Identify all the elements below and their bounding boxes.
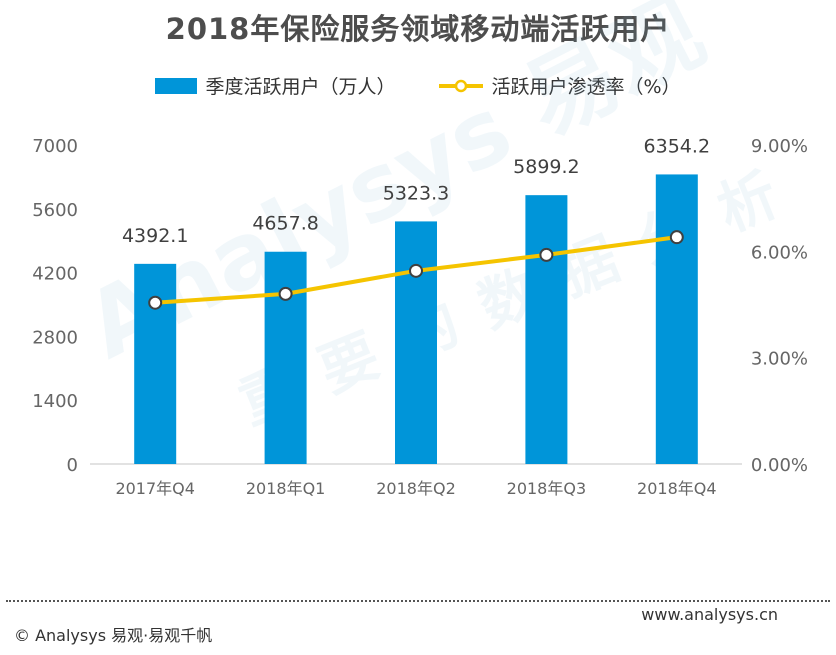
line-point — [409, 263, 423, 278]
chart-legend: 季度活跃用户（万人） 活跃用户渗透率（%） — [0, 72, 836, 99]
footer-divider — [6, 600, 830, 602]
legend-item-bar-series: 季度活跃用户（万人） — [155, 72, 395, 99]
legend-line-label: 活跃用户渗透率（%） — [491, 76, 681, 98]
legend-item-line-series: 活跃用户渗透率（%） — [439, 72, 681, 99]
bar-data-label: 4657.8 — [252, 213, 318, 235]
right-axis-tick-label: 6.00% — [751, 242, 808, 263]
bar-data-label: 4392.1 — [122, 225, 188, 247]
bar-series — [134, 174, 698, 464]
right-axis-tick-label: 0.00% — [751, 455, 808, 476]
bar-data-labels: 4392.1 4657.8 5323.3 5899.2 6354.2 — [122, 135, 710, 246]
line-point — [148, 295, 163, 310]
left-axis-tick-label: 1400 — [32, 391, 78, 412]
line-point — [669, 230, 684, 245]
bar — [655, 174, 698, 464]
bar — [264, 251, 307, 464]
footer-copyright: © Analysys 易观·易观千帆 — [14, 626, 213, 645]
bar — [525, 195, 568, 464]
bar-data-label: 6354.2 — [644, 135, 710, 157]
x-axis-tick-label: 2018年Q4 — [637, 479, 717, 498]
right-axis-tick-label: 3.00% — [751, 349, 808, 370]
line-series — [148, 230, 684, 310]
legend-bar-label: 季度活跃用户（万人） — [205, 76, 396, 98]
x-axis-tick-label: 2018年Q1 — [246, 479, 326, 498]
chart-title: 2018年保险服务领域移动端活跃用户 — [165, 12, 671, 46]
bar — [395, 221, 437, 464]
x-axis-tick-label: 2018年Q3 — [507, 479, 587, 498]
line-point — [278, 286, 293, 301]
x-axis-tick-label: 2017年Q4 — [115, 479, 195, 498]
left-axis-tick-label: 2800 — [32, 327, 78, 348]
line-point — [539, 247, 554, 262]
bar-data-label: 5899.2 — [513, 156, 579, 178]
left-y-axis: 0 1400 2800 4200 5600 7000 — [32, 136, 78, 476]
x-axis-tick-label: 2018年Q2 — [376, 479, 456, 498]
left-axis-tick-label: 4200 — [32, 264, 78, 285]
x-axis-ticks: 2017年Q4 2018年Q1 2018年Q2 2018年Q3 2018年Q4 — [115, 479, 716, 498]
right-y-axis: 0.00% 3.00% 6.00% 9.00% — [751, 136, 808, 476]
chart-plot-area: 0 1400 2800 4200 5600 7000 0.00% 3.00% 6.00% 9.0… — [32, 135, 808, 498]
legend-bar-swatch — [155, 77, 198, 94]
bar — [134, 263, 177, 464]
left-axis-tick-label: 5600 — [32, 200, 78, 221]
left-axis-tick-label: 0 — [67, 455, 78, 476]
right-axis-tick-label: 9.00% — [751, 136, 808, 157]
footer-website: www.analysys.cn — [641, 605, 778, 624]
legend-line-swatch — [439, 78, 484, 94]
bar-data-label: 5323.3 — [383, 182, 449, 204]
left-axis-tick-label: 7000 — [32, 136, 78, 157]
